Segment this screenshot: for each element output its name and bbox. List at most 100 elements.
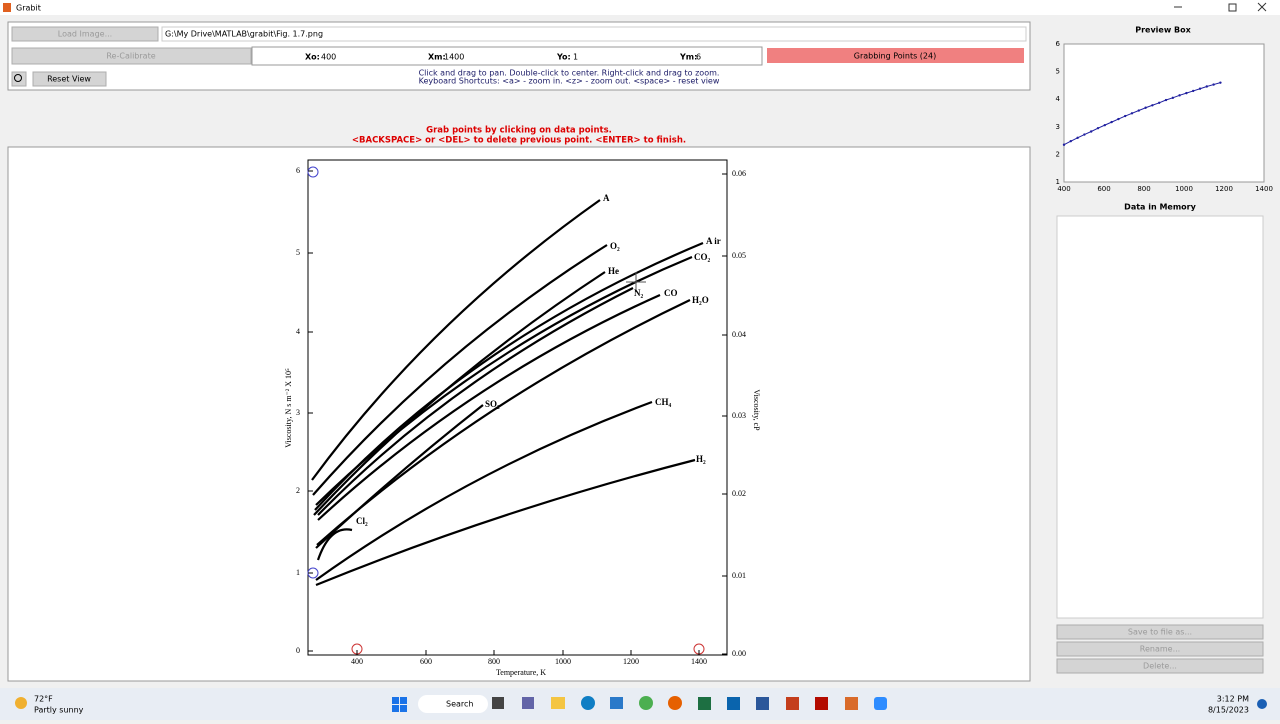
preview-plot <box>1063 43 1265 183</box>
preview-y-tick: 1 <box>1056 178 1060 186</box>
preview-point <box>1117 117 1120 121</box>
image-x-tick: 1000 <box>555 657 571 666</box>
preview-point <box>1124 114 1127 118</box>
image-x-tick: 800 <box>488 657 500 666</box>
preview-x-tick: 1000 <box>1175 185 1193 193</box>
curve-label: SO₂ <box>485 399 500 409</box>
preview-y-tick: 3 <box>1056 123 1060 131</box>
reset-button[interactable] <box>32 71 107 87</box>
image-right-tick: 0.00 <box>732 649 746 658</box>
curve-label: CO <box>664 288 678 298</box>
instruction: <BACKSPACE> or <DEL> to delete previous … <box>352 136 686 146</box>
preview-point <box>1192 89 1195 93</box>
file-path: G:\My Drive\MATLAB\grabit\Fig. 1.7.png <box>165 30 323 39</box>
instruction: Grab points by clicking on data points. <box>426 126 612 136</box>
preview-y-tick: 4 <box>1056 95 1061 103</box>
preview-point <box>1185 91 1188 95</box>
curve <box>317 293 661 521</box>
preview-y-tick: 2 <box>1056 150 1060 158</box>
curve-label: N₂ <box>634 288 643 298</box>
image-panel[interactable] <box>7 146 1031 682</box>
curve-label: Cl₂ <box>356 516 368 526</box>
preview-point <box>1151 104 1154 107</box>
memory-button[interactable] <box>1056 658 1264 674</box>
field-value: 6 <box>696 53 701 62</box>
preview-point <box>1158 101 1161 104</box>
image-right-tick: 0.03 <box>732 411 746 420</box>
preview-point <box>1103 123 1107 127</box>
curve <box>315 404 484 549</box>
image-frame <box>307 159 728 656</box>
memory-button[interactable] <box>1056 624 1264 640</box>
image-right-tick: 0.02 <box>732 489 746 498</box>
preview-x-tick: 1400 <box>1255 185 1273 193</box>
help-line: Click and drag to pan. Double-click to c… <box>419 69 720 78</box>
window-controls[interactable] <box>1174 2 1267 12</box>
image-right-tick: 0.01 <box>732 571 746 580</box>
image-x-label: Temperature, K <box>496 668 546 677</box>
field-value: 1400 <box>444 53 464 62</box>
image-right-tick: 0.04 <box>732 330 746 339</box>
image-left-tick: 2 <box>296 486 300 495</box>
image-x-tick: 1400 <box>691 657 707 666</box>
calibrate-button[interactable] <box>11 47 252 65</box>
preview-point <box>1219 81 1222 84</box>
preview-point <box>1198 87 1202 90</box>
temperature: 72°F <box>34 695 53 704</box>
preview-point <box>1110 120 1113 124</box>
curve-label: H₂ <box>696 454 706 464</box>
start-button[interactable] <box>392 697 407 712</box>
search-box[interactable] <box>418 695 488 713</box>
preview-x-tick: 600 <box>1097 185 1110 193</box>
calibrate-button-label: Re-Calibrate <box>106 52 155 61</box>
preview-point <box>1076 136 1079 140</box>
grab-button[interactable] <box>767 48 1024 63</box>
zoom-icon <box>14 74 22 82</box>
curve <box>315 458 696 587</box>
file-path-field[interactable] <box>161 26 1027 42</box>
image-y2-label: Viscosity, cP <box>752 389 761 431</box>
image-y-label: Viscosity, N s m⁻² X 10⁵ <box>284 368 293 448</box>
image-x-tick: 600 <box>420 657 432 666</box>
image-x-tick: 400 <box>351 657 363 666</box>
zoom-button[interactable] <box>11 71 27 87</box>
image-left-tick: 6 <box>296 166 300 175</box>
preview-y-tick: 6 <box>1056 40 1061 48</box>
curve-label: A <box>603 193 610 203</box>
memory-button[interactable] <box>1056 641 1264 657</box>
memory-list[interactable] <box>1056 215 1264 619</box>
weather-icon <box>15 697 27 709</box>
app-icon <box>3 3 11 12</box>
clock-date: 8/15/2023 <box>1208 706 1249 715</box>
field-label: Xm: <box>428 53 446 62</box>
preview-point <box>1062 143 1066 146</box>
curve-label: CH₄ <box>655 397 672 407</box>
curve <box>312 244 608 496</box>
image-right-tick: 0.06 <box>732 169 746 178</box>
preview-point <box>1096 126 1100 130</box>
taskbar-apps[interactable] <box>492 696 887 710</box>
notification[interactable] <box>1257 699 1267 709</box>
field-label: Yo: <box>556 53 571 62</box>
curve <box>317 287 634 516</box>
curve <box>316 528 353 561</box>
preview-point <box>1083 133 1086 136</box>
image-right-tick: 0.05 <box>732 251 746 260</box>
reset-button-label: Reset View <box>47 75 91 84</box>
memory-title: Data in Memory <box>1124 203 1196 212</box>
load-button-label: Load Image... <box>58 30 112 39</box>
field-value: 1 <box>573 53 578 62</box>
image-left-tick: 4 <box>296 327 300 336</box>
image-left-tick: 3 <box>296 408 300 417</box>
memory-button-label: Delete... <box>1143 662 1177 671</box>
search-label: Search <box>446 700 473 709</box>
load-button[interactable] <box>11 26 159 42</box>
preview-point <box>1205 85 1209 88</box>
memory-button-label: Rename... <box>1140 645 1180 654</box>
preview-x-tick: 800 <box>1137 185 1150 193</box>
help-line: Keyboard Shortcuts: <a> - zoom in. <z> -… <box>419 77 720 86</box>
image-left-tick: 0 <box>296 646 300 655</box>
preview-point <box>1171 96 1175 100</box>
weather: Partly sunny <box>34 706 84 715</box>
